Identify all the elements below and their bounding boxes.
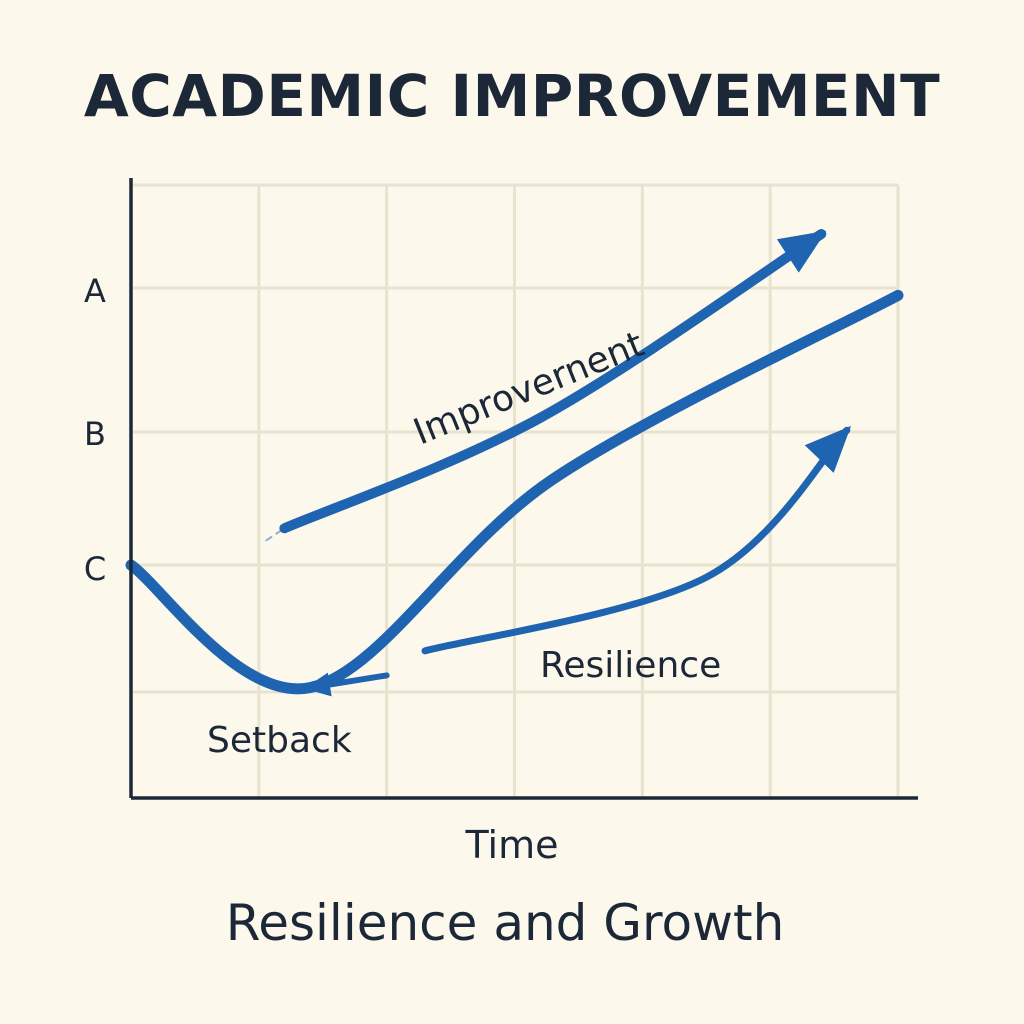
annotation-improvement: Improvernent xyxy=(408,324,650,453)
grid xyxy=(131,183,900,798)
arrowhead-improvement xyxy=(776,230,827,273)
series-layer xyxy=(125,229,904,697)
series-line-main xyxy=(125,289,904,695)
arrowhead-resilience xyxy=(804,425,852,473)
annotation-setback: Setback xyxy=(207,720,352,761)
x-axis-label: Time xyxy=(465,823,559,867)
y-tick-label-c: C xyxy=(84,550,106,588)
chart-subtitle: Resilience and Growth xyxy=(225,894,785,952)
arrowhead-setback_return xyxy=(304,672,332,697)
series-line-improvement xyxy=(279,229,827,534)
y-tick-label-b: B xyxy=(84,415,106,453)
series-fade-improvement xyxy=(265,527,286,542)
annotation-resilience: Resilience xyxy=(540,645,721,686)
y-tick-label-a: A xyxy=(84,272,106,310)
series-line-resilience xyxy=(421,426,851,655)
chart-title: ACADEMIC IMPROVEMENT xyxy=(83,62,941,130)
